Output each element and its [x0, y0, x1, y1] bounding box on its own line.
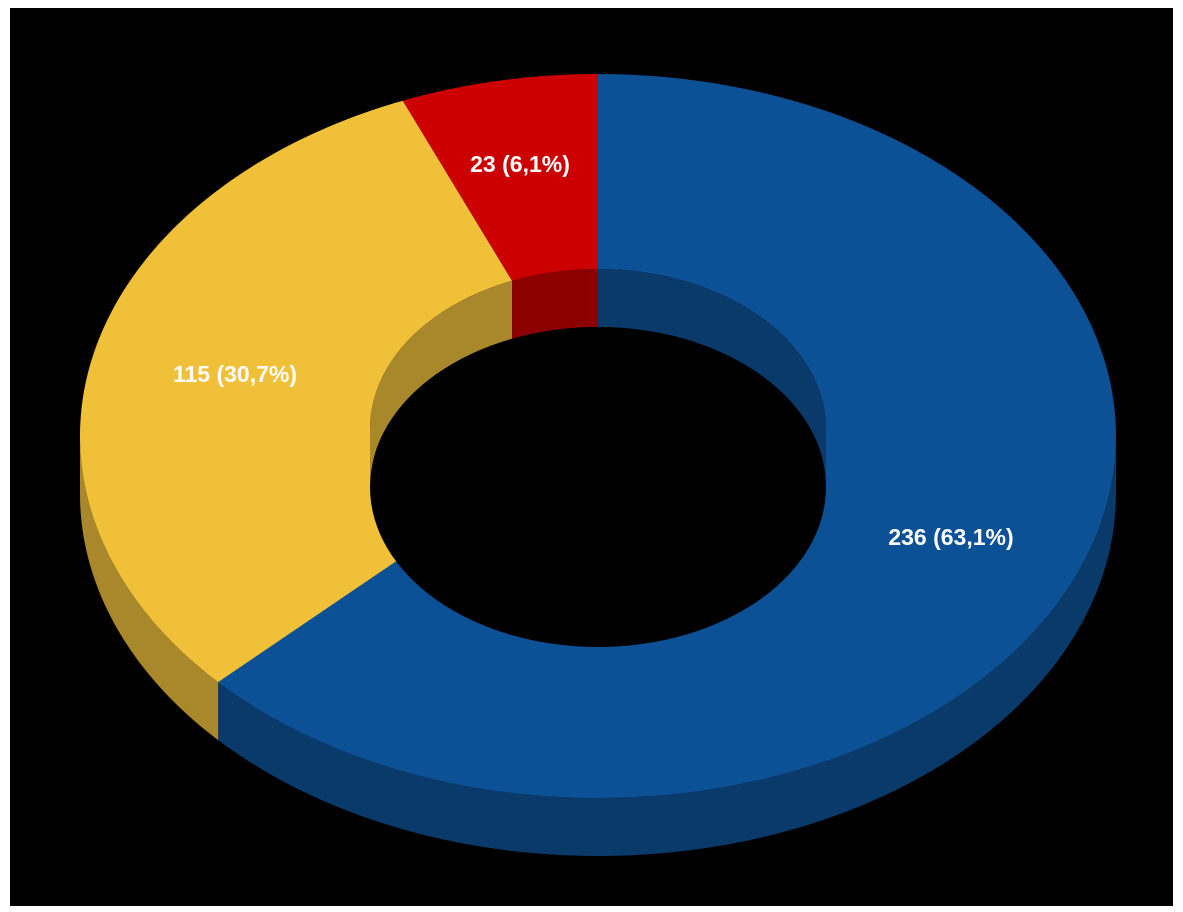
- slice-3-inner-wall-2: [512, 269, 598, 339]
- slice-1-side-wall: [218, 436, 1116, 856]
- slice-2-label: 115 (30,7%): [173, 361, 297, 387]
- donut-hole: [370, 327, 826, 647]
- donut-chart: 236 (63,1%) 115 (30,7%) 23 (6,1%): [80, 74, 1116, 856]
- donut-inner-walls: [370, 269, 826, 487]
- slice-2-side-wall: [80, 436, 219, 741]
- slice-2-inner-wall-2: [370, 280, 513, 487]
- hole-bottom: [370, 327, 826, 647]
- slice-labels: 236 (63,1%) 115 (30,7%) 23 (6,1%): [173, 151, 1014, 550]
- slice-3-label: 23 (6,1%): [470, 151, 570, 177]
- slice-1-label: 236 (63,1%): [888, 524, 1013, 550]
- slice-1-top-face: [218, 74, 1116, 798]
- donut-side-walls: [80, 436, 1116, 856]
- slice-3-top-face: [402, 74, 598, 281]
- slice-1-inner-wall-1: [598, 269, 826, 487]
- chart-panel: 236 (63,1%) 115 (30,7%) 23 (6,1%): [10, 8, 1173, 906]
